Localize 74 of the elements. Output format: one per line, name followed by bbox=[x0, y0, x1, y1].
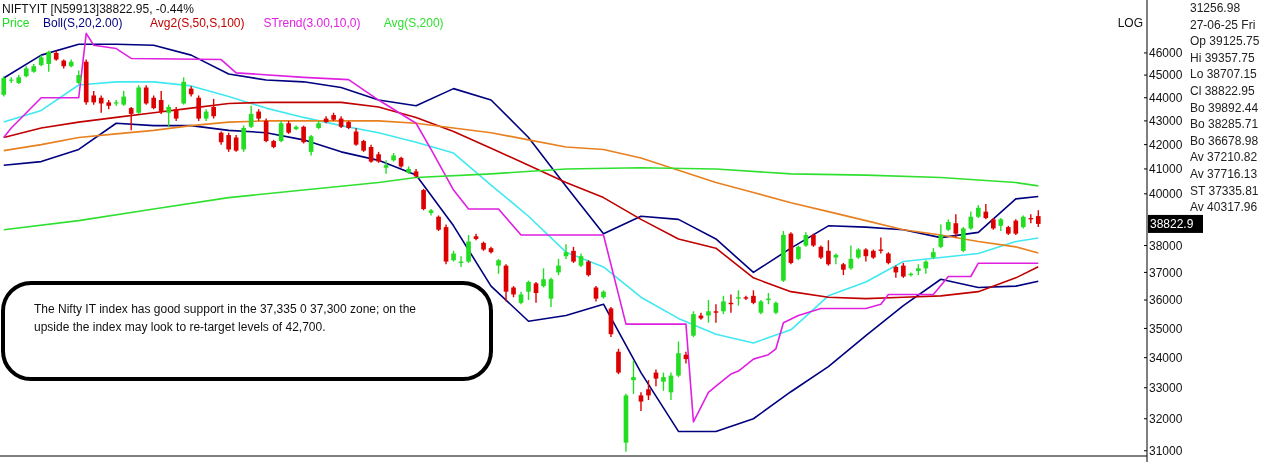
y-tick-label: 41000 bbox=[1149, 162, 1183, 177]
text: Hi 39357.75 bbox=[1190, 50, 1256, 65]
text: Cl 38822.95 bbox=[1190, 84, 1256, 98]
text: 27-06-25 Fri bbox=[1190, 17, 1256, 32]
chart-title: NIFTYIT [N59913]38822.95, -0.44% bbox=[2, 2, 195, 16]
line-series bbox=[2, 101, 1040, 300]
y-tick-label: 32000 bbox=[1149, 411, 1183, 426]
text: Bo 36678.98 bbox=[1190, 133, 1259, 148]
y-tick-label: 36000 bbox=[1149, 293, 1183, 308]
text: ST 37335.81 bbox=[1190, 183, 1259, 198]
candlestick bbox=[46, 50, 52, 73]
candlestick bbox=[128, 106, 134, 132]
text: Lo 38707.15 bbox=[1190, 67, 1258, 82]
candlestick bbox=[713, 303, 719, 324]
text: Av 40317.96 bbox=[1190, 200, 1258, 215]
y-tick-label: 42000 bbox=[1149, 137, 1183, 152]
candlestick bbox=[826, 239, 831, 267]
y-tick-label: 33000 bbox=[1149, 380, 1183, 395]
candlestick bbox=[383, 159, 389, 175]
candlestick bbox=[661, 371, 666, 392]
candlestick bbox=[526, 279, 531, 301]
y-tick-label: 35000 bbox=[1149, 321, 1183, 336]
text: Av 37716.13 bbox=[1190, 167, 1258, 181]
line-series bbox=[2, 43, 1040, 274]
line-series bbox=[2, 166, 1040, 231]
candlestick bbox=[158, 90, 164, 115]
y-tick-label: 43000 bbox=[1149, 114, 1183, 129]
candlestick bbox=[421, 188, 426, 212]
y-tick-label: 34000 bbox=[1149, 350, 1183, 365]
text: STrend(3.00,10,0) bbox=[263, 16, 361, 30]
candlestick bbox=[953, 213, 959, 239]
line-series bbox=[2, 120, 1040, 254]
text: Avg(S,200) bbox=[383, 16, 444, 30]
line-series bbox=[2, 122, 1040, 433]
y-tick-label: 45000 bbox=[1149, 68, 1183, 83]
y-axis-title: LOG bbox=[1117, 16, 1143, 30]
candlestick bbox=[833, 252, 839, 265]
candlestick bbox=[241, 124, 246, 153]
y-tick-label: 46000 bbox=[1149, 46, 1183, 61]
candlestick bbox=[616, 348, 621, 375]
text: Op 39125.75 bbox=[1190, 34, 1260, 49]
candlestick bbox=[181, 76, 186, 106]
candlestick bbox=[961, 226, 966, 253]
text: Av 37210.82 bbox=[1190, 150, 1258, 165]
candlestick bbox=[466, 234, 471, 264]
candlestick bbox=[226, 132, 231, 153]
candlestick bbox=[166, 103, 171, 128]
candlestick bbox=[1, 75, 7, 98]
text: 31256.98 bbox=[1190, 1, 1241, 15]
candlestick bbox=[113, 99, 119, 107]
series-label: Boll(S,20,2.00) bbox=[43, 16, 123, 30]
text: Avg2(S,50,S,100) bbox=[150, 16, 245, 30]
candlestick bbox=[691, 310, 696, 338]
candlestick bbox=[706, 299, 711, 324]
candlestick bbox=[196, 94, 201, 122]
candlestick bbox=[646, 379, 651, 401]
y-tick-label: 37000 bbox=[1149, 265, 1183, 280]
candlestick bbox=[143, 84, 149, 106]
candlestick bbox=[211, 98, 216, 120]
candlestick bbox=[676, 340, 681, 378]
text: Bo 39892.44 bbox=[1190, 100, 1259, 115]
text: 38822.9 bbox=[1150, 217, 1194, 232]
candlestick bbox=[631, 359, 636, 395]
y-tick-label: 31000 bbox=[1149, 443, 1183, 458]
candlestick bbox=[541, 267, 546, 289]
line-series bbox=[2, 32, 1040, 423]
candlestick bbox=[638, 391, 644, 412]
y-tick-label: 40000 bbox=[1149, 187, 1183, 202]
candlestick bbox=[721, 295, 726, 315]
y-tick-label: 38000 bbox=[1149, 238, 1183, 253]
y-tick-label: 44000 bbox=[1149, 90, 1183, 105]
text: Price bbox=[2, 16, 30, 30]
text: Bo 38285.71 bbox=[1190, 117, 1259, 132]
annotation: The Nifty IT index has good support in the 37,335 0 37,300 zone; on the upside the index may look to re-target levels of 42,700. bbox=[34, 302, 417, 334]
